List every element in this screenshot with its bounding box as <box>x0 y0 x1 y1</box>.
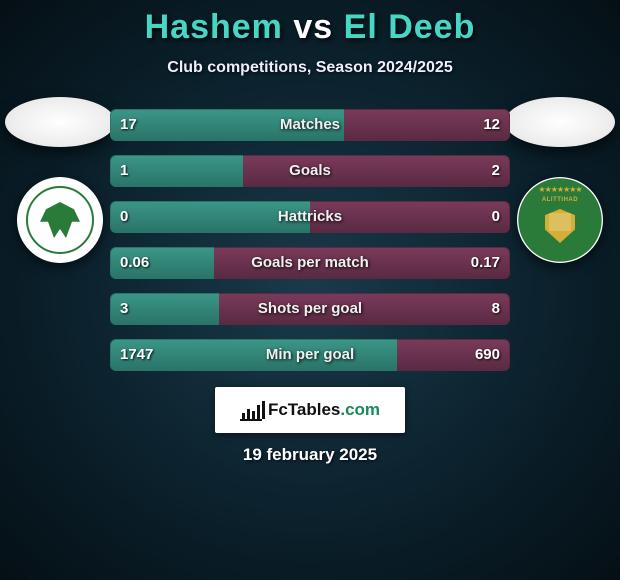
stat-value-left: 3 <box>110 293 138 325</box>
stat-value-left: 1 <box>110 155 138 187</box>
stat-value-right: 8 <box>482 293 510 325</box>
stars-icon: ★★★★★★★ <box>538 185 581 194</box>
fctables-link[interactable]: FcTables.com <box>215 387 405 433</box>
shield-icon <box>545 209 575 243</box>
stat-row: 0.060.17Goals per match <box>110 247 510 279</box>
badge-label: ALITTIHAD <box>542 197 578 203</box>
stat-value-left: 0.06 <box>110 247 159 279</box>
stat-value-right: 2 <box>482 155 510 187</box>
stat-value-left: 17 <box>110 109 147 141</box>
stat-row: 00Hattricks <box>110 201 510 233</box>
player2-name: El Deeb <box>344 8 476 46</box>
title: Hashem vs El Deeb <box>0 8 620 47</box>
stat-value-right: 0.17 <box>461 247 510 279</box>
brand-tld: .com <box>340 400 380 419</box>
fctables-text: FcTables.com <box>268 400 380 420</box>
vs-label: vs <box>293 8 333 46</box>
stat-row: 1747690Min per goal <box>110 339 510 371</box>
chart-icon <box>240 399 262 421</box>
player1-name: Hashem <box>145 8 283 46</box>
stat-row: 12Goals <box>110 155 510 187</box>
stat-value-left: 1747 <box>110 339 163 371</box>
stat-row: 1712Matches <box>110 109 510 141</box>
stat-value-right: 0 <box>482 201 510 233</box>
stat-bar-left <box>110 201 310 233</box>
player1-silhouette <box>5 97 115 147</box>
eagle-icon <box>40 202 80 238</box>
date-label: 19 february 2025 <box>0 445 620 465</box>
stats-list: 1712Matches12Goals00Hattricks0.060.17Goa… <box>110 109 510 371</box>
player1-column <box>0 97 120 263</box>
stat-bar-right <box>219 293 510 325</box>
stat-value-right: 690 <box>465 339 510 371</box>
brand-name: FcTables <box>268 400 340 419</box>
player2-column: ★★★★★★★ ALITTIHAD <box>500 97 620 263</box>
subtitle: Club competitions, Season 2024/2025 <box>0 59 620 77</box>
stat-value-right: 12 <box>473 109 510 141</box>
player2-silhouette <box>505 97 615 147</box>
stat-row: 38Shots per goal <box>110 293 510 325</box>
stat-bar-right <box>310 201 510 233</box>
al-masry-badge <box>17 177 103 263</box>
alittihad-badge: ★★★★★★★ ALITTIHAD <box>517 177 603 263</box>
stat-bar-right <box>243 155 510 187</box>
stat-value-left: 0 <box>110 201 138 233</box>
content-area: ★★★★★★★ ALITTIHAD 1712Matches12Goals00Ha… <box>0 109 620 465</box>
comparison-card: Hashem vs El Deeb Club competitions, Sea… <box>0 0 620 465</box>
